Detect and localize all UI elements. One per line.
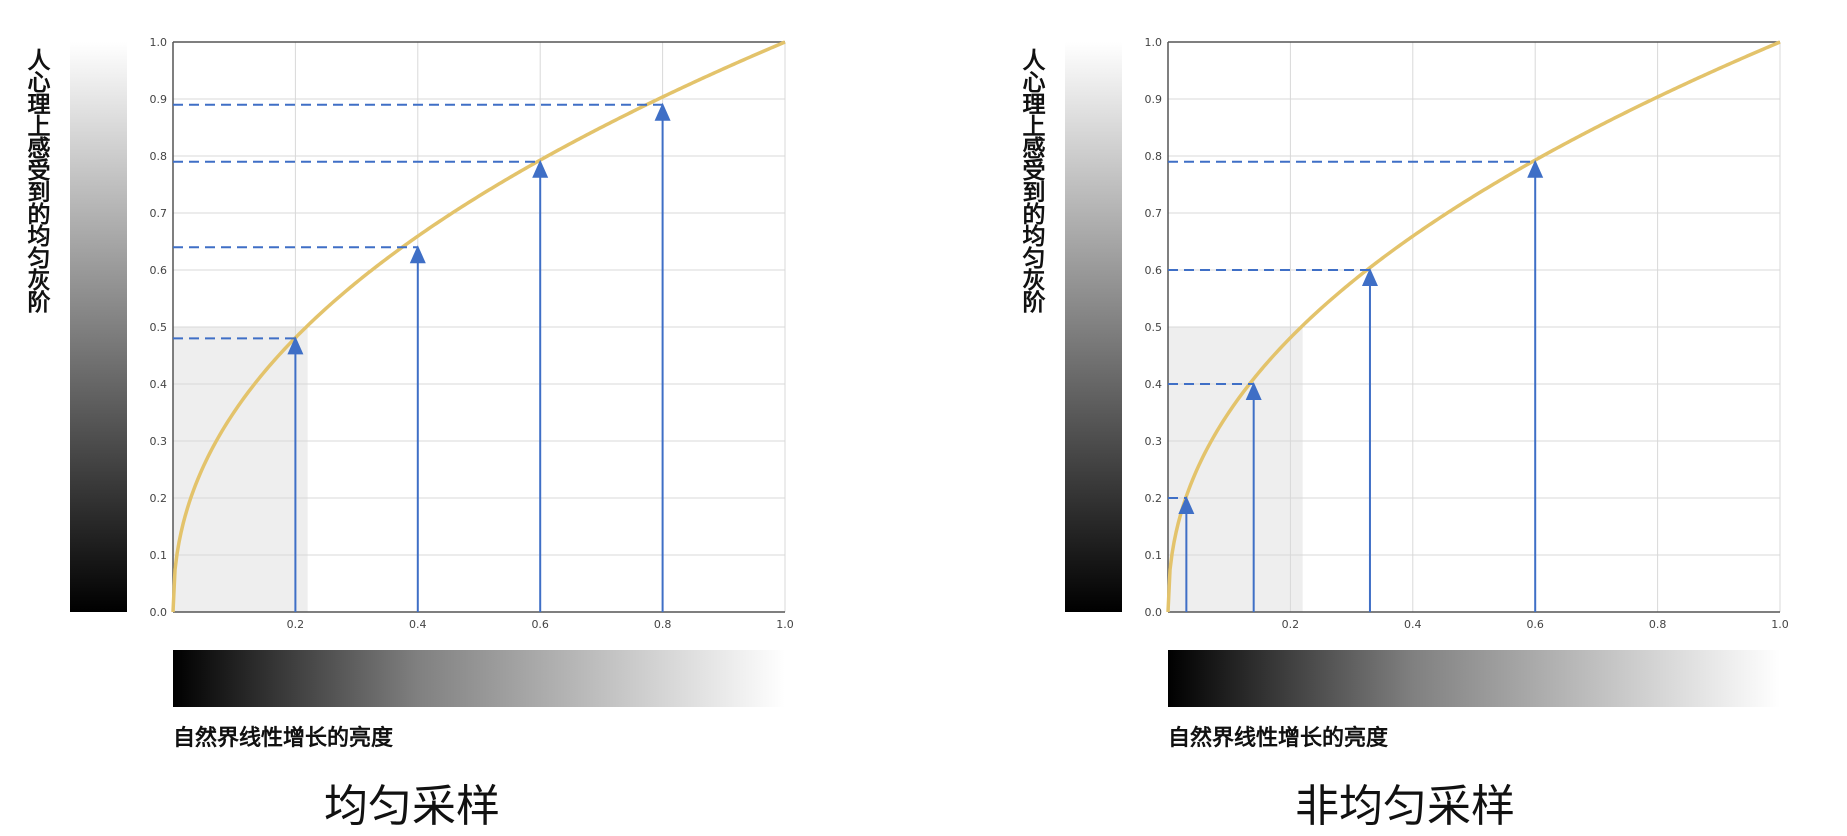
y-tick-label: 0.7 <box>150 207 168 220</box>
sample-arrow-head <box>1527 159 1544 178</box>
x-tick-label: 0.4 <box>1404 618 1422 631</box>
y-tick-label: 0.0 <box>1145 606 1163 619</box>
y-tick-label: 0.1 <box>150 549 168 562</box>
sample-arrow-head <box>654 102 671 121</box>
y-tick-label: 0.4 <box>1145 378 1163 391</box>
plot-uniform: 0.0 0.1 0.2 0.3 0.4 0.5 0.6 0.7 0.8 0.9 1.0 0.2 0.4 0… <box>150 36 794 631</box>
y-tick-label: 0.5 <box>1145 321 1163 334</box>
x-axis-label: 自然界线性增长的亮度 <box>173 726 394 751</box>
sample-arrow-head <box>409 245 426 264</box>
y-tick-label: 0.3 <box>1145 435 1163 448</box>
y-tick-label: 1.0 <box>150 36 168 49</box>
y-tick-label: 0.6 <box>1145 264 1163 277</box>
shaded-region <box>173 327 308 612</box>
x-tick-label: 0.2 <box>287 618 305 631</box>
x-tick-label: 0.6 <box>1526 618 1544 631</box>
y-axis-label: 人心理上感受到的均匀灰阶 <box>23 48 49 312</box>
y-tick-label: 0.9 <box>150 93 168 106</box>
sample-arrow-head <box>532 159 549 178</box>
chart-title: 非均匀采样 <box>1295 781 1515 832</box>
horizontal-grayscale-bar <box>173 650 785 707</box>
x-tick-label: 0.4 <box>409 618 427 631</box>
y-axis-label: 人心理上感受到的均匀灰阶 <box>1018 48 1044 312</box>
vertical-grayscale-bar <box>1065 42 1122 612</box>
sample-arrow-head <box>1361 268 1378 286</box>
y-tick-label: 0.8 <box>150 150 168 163</box>
y-tick-label: 0.5 <box>150 321 168 334</box>
y-tick-label: 0.7 <box>1145 207 1163 220</box>
chart-panel-uniform: 人心理上感受到的均匀灰阶 0.0 0.1 0.2 0.3 0.4 0.5 0.6 0.7 0.8… <box>0 0 920 836</box>
y-tick-label: 0.4 <box>150 378 168 391</box>
horizontal-grayscale-bar <box>1168 650 1780 707</box>
y-tick-label: 0.2 <box>1145 492 1163 505</box>
vertical-grayscale-bar <box>70 42 127 612</box>
y-tick-label: 0.1 <box>1145 549 1163 562</box>
shaded-region <box>1168 327 1303 612</box>
x-tick-label: 1.0 <box>776 618 794 631</box>
y-tick-label: 0.8 <box>1145 150 1163 163</box>
chart-title: 均匀采样 <box>324 781 500 832</box>
plot-nonuniform: 0.0 0.1 0.2 0.3 0.4 0.5 0.6 0.7 0.8 0.9 1.0 0.2 0.4 0… <box>1145 36 1789 631</box>
y-tick-label: 0.6 <box>150 264 168 277</box>
x-tick-label: 0.8 <box>1649 618 1667 631</box>
x-tick-label: 0.2 <box>1282 618 1300 631</box>
x-tick-label: 1.0 <box>1771 618 1789 631</box>
y-tick-label: 1.0 <box>1145 36 1163 49</box>
gamma-curve <box>171 40 786 613</box>
x-tick-label: 0.8 <box>654 618 672 631</box>
y-tick-label: 0.9 <box>1145 93 1163 106</box>
sample-arrow-head <box>1245 382 1262 400</box>
x-axis-label: 自然界线性增长的亮度 <box>1168 726 1389 751</box>
x-tick-label: 0.6 <box>531 618 549 631</box>
y-tick-label: 0.0 <box>150 606 168 619</box>
sample-arrow-head <box>1178 496 1195 514</box>
chart-panel-nonuniform: 人心理上感受到的均匀灰阶 0.0 0.1 0.2 0.3 0.4 0.5 0.6 0.7 0.8… <box>995 0 1847 836</box>
gamma-curve <box>1166 40 1781 613</box>
y-tick-label: 0.2 <box>150 492 168 505</box>
y-tick-label: 0.3 <box>150 435 168 448</box>
sample-arrow-head <box>287 336 304 355</box>
